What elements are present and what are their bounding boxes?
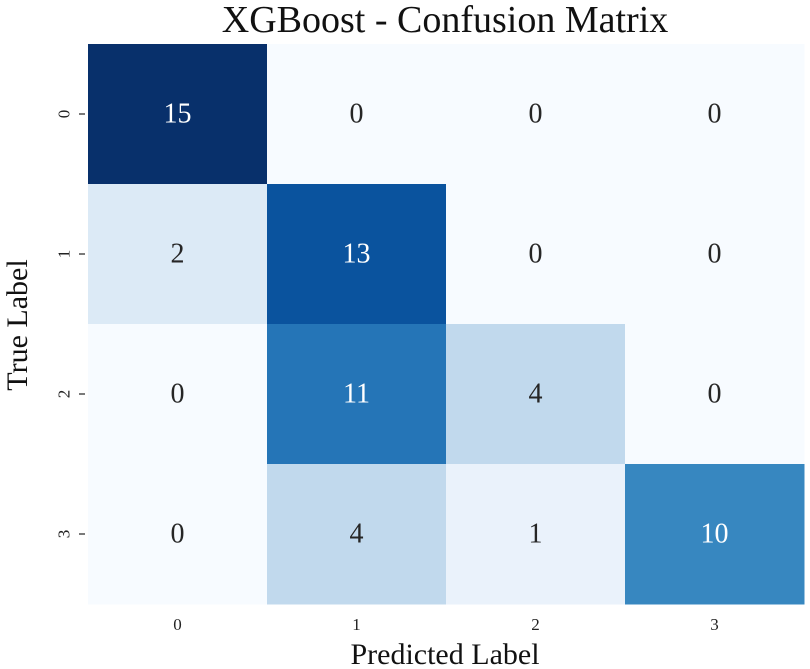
heatmap-cell bbox=[88, 324, 268, 465]
x-tick-label: 1 bbox=[352, 615, 361, 634]
cell-annotation: 0 bbox=[171, 519, 185, 550]
heatmap-cell bbox=[625, 44, 805, 185]
x-tick-label: 0 bbox=[173, 615, 182, 634]
cell-annotation: 4 bbox=[529, 379, 543, 410]
y-tick-label: 3 bbox=[55, 530, 74, 539]
y-tick-label: 2 bbox=[55, 390, 74, 399]
y-axis-label: True Label bbox=[1, 259, 34, 390]
heatmap-cell bbox=[446, 44, 626, 185]
cell-annotation: 0 bbox=[350, 99, 364, 130]
x-axis-label: Predicted Label bbox=[350, 638, 539, 669]
cell-annotation: 0 bbox=[708, 239, 722, 270]
cell-annotation: 0 bbox=[708, 99, 722, 130]
cell-annotation: 0 bbox=[708, 379, 722, 410]
heatmap-cell bbox=[446, 464, 626, 605]
heatmap-cell bbox=[625, 184, 805, 325]
x-tick-label: 3 bbox=[710, 615, 719, 634]
heatmap-cell bbox=[625, 464, 805, 605]
cell-annotation: 4 bbox=[350, 519, 364, 550]
heatmap-cell bbox=[625, 324, 805, 465]
heatmap-cell bbox=[88, 464, 268, 605]
x-tick-label: 2 bbox=[531, 615, 540, 634]
heatmap-cell bbox=[267, 184, 447, 325]
cell-annotation: 15 bbox=[164, 99, 192, 130]
heatmap-cell bbox=[267, 464, 447, 605]
cell-annotation: 10 bbox=[701, 519, 729, 550]
cell-annotation: 2 bbox=[171, 239, 185, 270]
chart-title: XGBoost - Confusion Matrix bbox=[222, 0, 669, 41]
cell-annotation: 11 bbox=[343, 379, 370, 410]
x-axis-ticks: 0 1 2 3 bbox=[173, 615, 719, 634]
y-axis-ticks: 0 1 2 3 bbox=[55, 110, 85, 539]
cell-annotation: 0 bbox=[171, 379, 185, 410]
heatmap-cell bbox=[267, 44, 447, 185]
heatmap-cell bbox=[88, 184, 268, 325]
y-tick-label: 0 bbox=[55, 110, 74, 119]
heatmap-cell bbox=[446, 184, 626, 325]
heatmap-cell bbox=[88, 44, 268, 185]
cell-annotation: 1 bbox=[529, 519, 543, 550]
cell-annotation: 13 bbox=[343, 239, 371, 270]
heatmap-cells bbox=[88, 44, 805, 605]
heatmap-cell bbox=[267, 324, 447, 465]
cell-annotation: 0 bbox=[529, 99, 543, 130]
y-tick-label: 1 bbox=[55, 250, 74, 259]
cell-annotation: 0 bbox=[529, 239, 543, 270]
heatmap-cell bbox=[446, 324, 626, 465]
cell-annotations: 15 0 0 0 2 13 0 0 0 11 4 0 0 4 1 10 bbox=[164, 99, 729, 550]
